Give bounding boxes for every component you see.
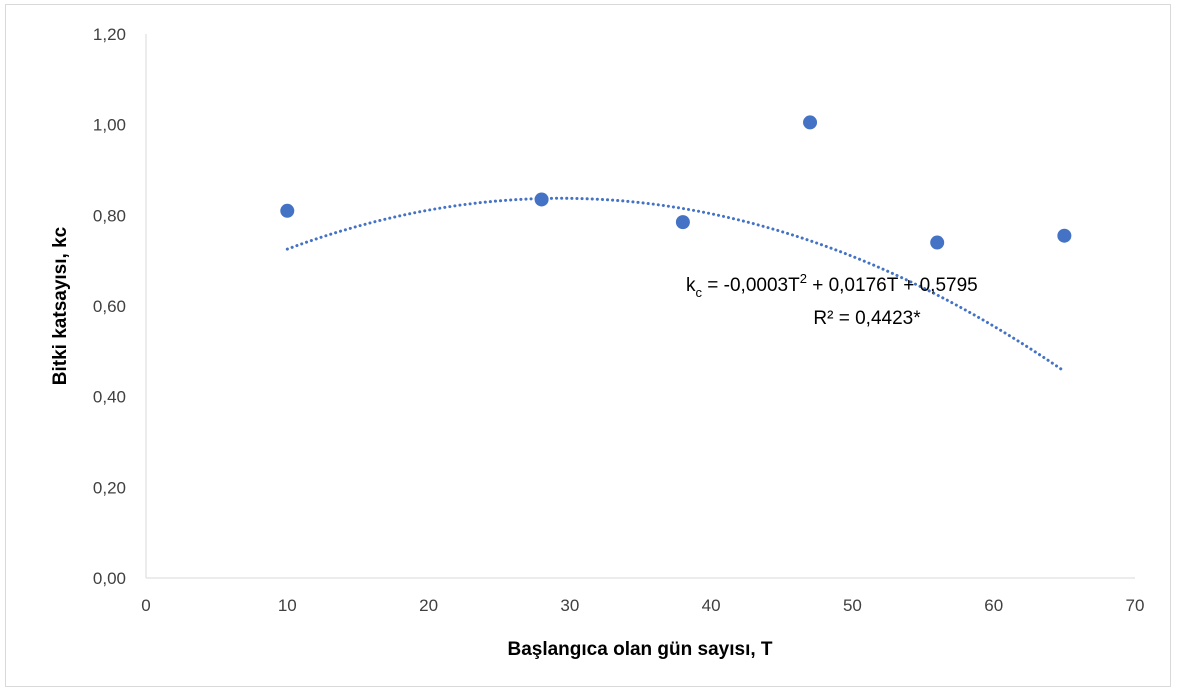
y-tick-label: 0,20 bbox=[93, 478, 126, 497]
x-tick-label: 40 bbox=[702, 596, 721, 615]
data-point bbox=[675, 215, 690, 230]
x-axis-title: Başlangıca olan gün sayısı, T bbox=[507, 639, 772, 660]
x-tick-label: 0 bbox=[141, 596, 150, 615]
data-point bbox=[280, 203, 295, 218]
y-tick-label: 0,00 bbox=[93, 569, 126, 588]
y-tick-label: 0,80 bbox=[93, 206, 126, 225]
x-tick-labels: 0 10 20 30 40 50 60 70 bbox=[141, 596, 1144, 615]
data-points bbox=[280, 115, 1072, 250]
data-point bbox=[534, 192, 549, 207]
x-tick-label: 60 bbox=[984, 596, 1003, 615]
equation-label: kc = -0,0003T2 + 0,0176T + 0,5795 bbox=[686, 271, 978, 300]
data-point bbox=[803, 115, 818, 130]
data-point bbox=[1057, 228, 1072, 243]
x-tick-label: 30 bbox=[560, 596, 579, 615]
y-tick-label: 1,00 bbox=[93, 116, 126, 135]
x-tick-label: 50 bbox=[843, 596, 862, 615]
x-tick-label: 20 bbox=[419, 596, 438, 615]
y-tick-label: 1,20 bbox=[93, 25, 126, 44]
trendline bbox=[285, 196, 1066, 373]
y-tick-labels: 0,00 0,20 0,40 0,60 0,80 1,00 1,20 bbox=[93, 25, 126, 588]
y-axis-title: Bitki katsayısı, kc bbox=[50, 226, 71, 385]
x-tick-label: 70 bbox=[1126, 596, 1145, 615]
data-point bbox=[930, 235, 945, 250]
y-tick-label: 0,60 bbox=[93, 297, 126, 316]
r-squared-label: R² = 0,4423* bbox=[813, 308, 921, 329]
x-tick-label: 10 bbox=[278, 596, 297, 615]
y-tick-label: 0,40 bbox=[93, 388, 126, 407]
chart-frame bbox=[5, 4, 1171, 687]
